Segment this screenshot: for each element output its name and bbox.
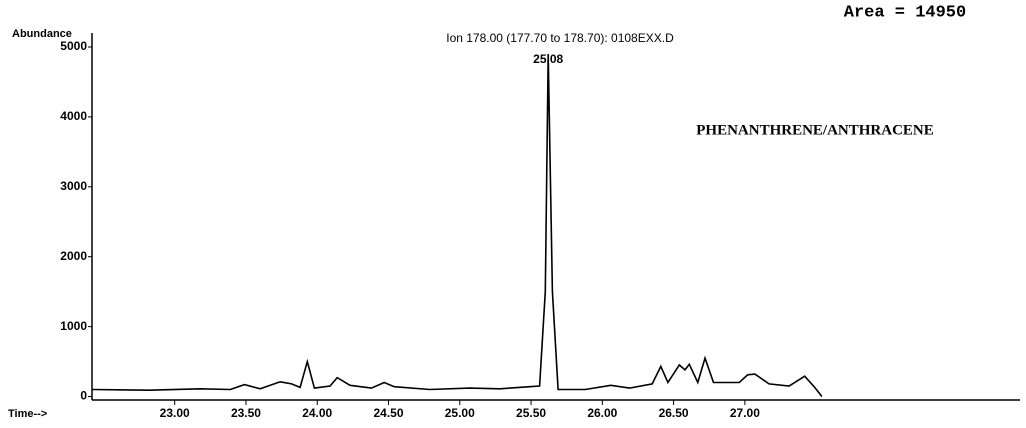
x-tick-label: 25.00 [445, 406, 475, 420]
y-tick-label: 2000 [60, 249, 87, 263]
y-tick-label: 3000 [60, 179, 87, 193]
x-tick-label: 23.00 [160, 406, 190, 420]
x-tick-label: 24.00 [302, 406, 332, 420]
x-tick-label: 26.50 [659, 406, 689, 420]
x-tick-label: 23.50 [231, 406, 261, 420]
y-tick-label: 5000 [60, 39, 87, 53]
y-tick-label: 0 [80, 389, 87, 403]
area-label: Area = 14950 [844, 3, 966, 22]
y-tick-label: 1000 [60, 319, 87, 333]
chromatogram-trace [91, 53, 823, 397]
chart-title: Ion 178.00 (177.70 to 178.70): 0108EXX.D [446, 31, 674, 45]
y-axis-label: Abundance [12, 28, 72, 40]
x-tick-label: 24.50 [373, 406, 403, 420]
x-tick-label: 26.00 [587, 406, 617, 420]
peak-label: 25.08 [533, 52, 563, 66]
x-tick-label: 27.00 [730, 406, 760, 420]
x-axis-label: Time--> [8, 408, 47, 420]
y-tick-label: 4000 [60, 109, 87, 123]
compound-label: PHENANTHRENE/ANTHRACENE [696, 122, 934, 138]
x-tick-label: 25.50 [516, 406, 546, 420]
